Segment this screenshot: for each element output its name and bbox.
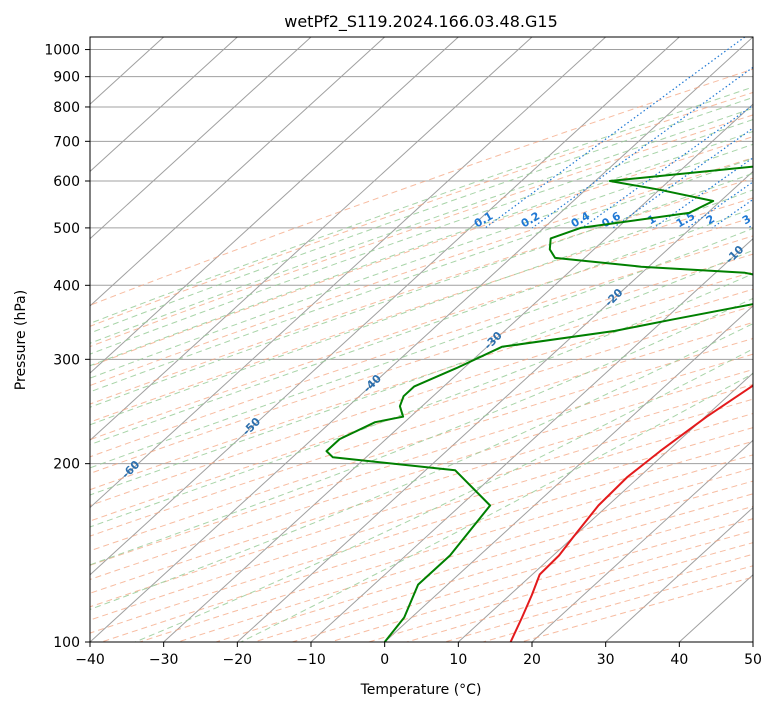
dry-adiabat-line — [90, 136, 753, 367]
dry-adiabat-line — [90, 216, 753, 441]
isotherm-line — [752, 641, 753, 642]
dry-adiabat-line — [90, 412, 753, 621]
mixing-ratio-line — [484, 37, 746, 229]
dewpoint-profile-line — [325, 165, 753, 642]
isotherm-line — [163, 103, 753, 642]
y-tick-label: 400 — [53, 278, 80, 294]
isotherm-line — [90, 37, 459, 374]
dry-adiabat-line — [177, 467, 753, 642]
dry-adiabat-line — [90, 114, 753, 348]
mixing-ratio-label: 0.6 — [600, 209, 624, 230]
moist-adiabat-line — [90, 273, 753, 528]
dry-adiabat-line — [90, 427, 753, 634]
x-axis-label: Temperature (°C) — [360, 682, 482, 698]
profiles — [325, 165, 753, 642]
dry-adiabat-line — [90, 68, 753, 306]
isotherm-line — [90, 37, 607, 509]
dry-adiabat-line — [406, 542, 753, 642]
dry-adiabat-line — [90, 177, 753, 405]
moist-adiabat-line — [240, 373, 753, 642]
plot-frame — [89, 36, 754, 643]
y-tick-label: 900 — [53, 70, 80, 86]
y-tick-label: 700 — [53, 134, 80, 150]
dry-adiabat-line — [90, 253, 753, 474]
dry-adiabat-line — [90, 91, 753, 327]
isotherm-line — [90, 37, 533, 442]
isotherm-line — [531, 439, 753, 642]
isotherm-label: -70 — [0, 501, 22, 524]
isotherm-line — [90, 37, 312, 240]
x-tick-label: −30 — [149, 652, 179, 668]
isotherm-line — [90, 37, 680, 576]
mixing-ratio-line — [581, 104, 753, 229]
y-tick-label: 100 — [53, 635, 80, 651]
y-axis-label: Pressure (hPa) — [13, 290, 29, 390]
mixing-ratio-line — [653, 157, 753, 229]
dry-adiabat-line — [90, 398, 753, 608]
x-tick-label: −40 — [75, 652, 105, 668]
x-tick-label: 40 — [670, 652, 688, 668]
dry-adiabat-line — [482, 565, 753, 642]
dry-adiabat-line — [368, 530, 753, 642]
chart-title: wetPf2_S119.2024.166.03.48.G15 — [284, 12, 558, 32]
y-tick-label: 1000 — [44, 43, 80, 59]
moist-adiabat-line — [90, 119, 753, 355]
x-tick-label: 10 — [449, 652, 467, 668]
x-tick-label: 0 — [380, 652, 389, 668]
y-tick-label: 300 — [53, 352, 80, 368]
moist-adiabat-line — [90, 323, 753, 610]
y-tick-label: 500 — [53, 221, 80, 237]
x-tick-label: 20 — [523, 652, 541, 668]
dry-adiabat-line — [90, 235, 753, 458]
dry-adiabat-line — [90, 157, 753, 387]
moist-adiabat-line — [90, 172, 753, 408]
mixing-ratio-label: 3 — [740, 212, 753, 227]
moist-adiabat-line — [90, 207, 753, 446]
isotherm-line — [90, 37, 386, 307]
dry-adiabat-line — [254, 493, 753, 642]
mixing-ratio-line — [747, 223, 753, 229]
axis-ticks: −40 −30 −20 −10 0 10 20 30 40 50 100 200 300 400 500 60… — [44, 43, 762, 668]
x-tick-label: 30 — [597, 652, 615, 668]
dry-adiabat-line — [292, 505, 753, 642]
isotherm-line — [90, 37, 753, 642]
moist-adiabat-line — [90, 249, 753, 496]
dry-adiabat-line — [101, 440, 753, 642]
isotherm-line — [90, 37, 238, 173]
temperature-profile-line — [509, 384, 753, 642]
y-tick-label: 600 — [53, 174, 80, 190]
isotherm-line — [310, 237, 753, 642]
y-tick-label: 200 — [53, 457, 80, 473]
mixing-ratio-label: 2 — [704, 212, 717, 227]
mixing-ratio-line — [531, 66, 753, 229]
line-labels: 0.10.20.40.611.52346810131620253036-100-… — [0, 209, 775, 524]
x-tick-label: −10 — [296, 652, 326, 668]
isotherm-line — [384, 305, 753, 642]
dry-adiabat-line — [330, 518, 753, 642]
moist-adiabat-line — [134, 348, 753, 642]
dry-adiabat-line — [90, 197, 753, 423]
dry-adiabat-line — [139, 454, 753, 642]
x-tick-label: 50 — [744, 652, 762, 668]
mixing-ratio-label: 4 — [767, 212, 775, 227]
y-tick-label: 800 — [53, 100, 80, 116]
x-tick-label: −20 — [223, 652, 253, 668]
background-lines — [90, 37, 753, 642]
isotherm-line — [236, 170, 753, 642]
